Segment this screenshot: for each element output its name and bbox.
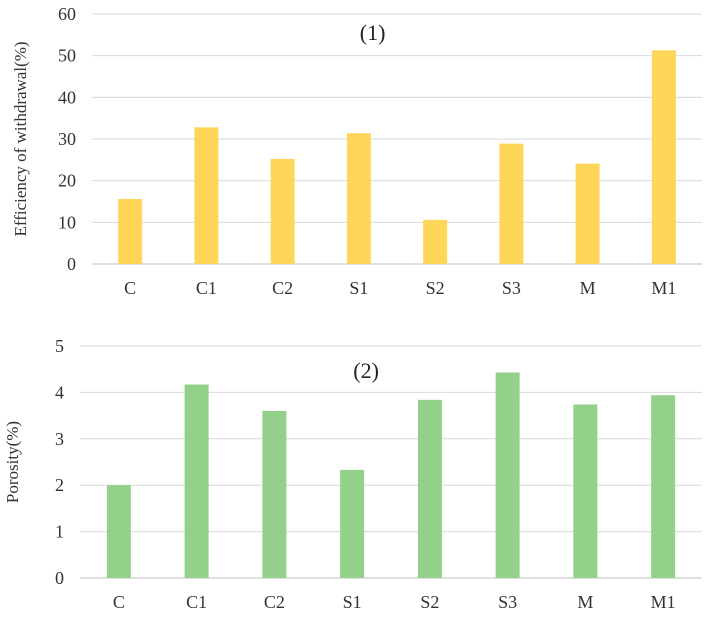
x-tick-label: C (124, 278, 136, 298)
x-tick-label: M1 (651, 592, 676, 612)
bar (575, 163, 600, 264)
bar (340, 469, 365, 578)
bar (499, 143, 524, 264)
x-tick-label: C2 (264, 592, 285, 612)
bar (118, 199, 143, 264)
x-tick-label: S3 (502, 278, 521, 298)
bar (651, 395, 676, 578)
y-tick-label: 10 (58, 212, 76, 232)
y-tick-label: 3 (55, 429, 64, 449)
x-tick-label: M (580, 278, 596, 298)
y-tick-label: 2 (55, 475, 64, 495)
bar (417, 399, 442, 578)
bar (184, 384, 209, 578)
y-tick-label: 30 (58, 129, 76, 149)
chart-title: (1) (360, 20, 386, 45)
y-tick-label: 50 (58, 46, 76, 66)
bar (651, 50, 676, 264)
chart-panel-2: 0 1 2 3 4 5 C C1 C2 S1 S2 S3 M M1 (2) Porosity(%) (3, 336, 702, 612)
y-tick-label: 0 (55, 568, 64, 588)
bar (194, 127, 219, 264)
x-tick-label: C2 (272, 278, 293, 298)
y-axis-label: Porosity(%) (3, 421, 22, 503)
bar (346, 133, 371, 264)
chart-panel-1: 0 10 20 30 40 50 60 C C1 C2 S1 S2 S3 M M1 (1) Efficiency… (11, 4, 702, 298)
x-tick-label: S1 (343, 592, 362, 612)
bar (495, 372, 520, 578)
x-tick-label: C1 (196, 278, 217, 298)
bar (106, 485, 131, 578)
bar (573, 404, 598, 578)
y-tick-label: 0 (67, 254, 76, 274)
y-tick-label: 4 (55, 382, 64, 402)
x-tick-label: C (113, 592, 125, 612)
x-tick-label: S3 (498, 592, 517, 612)
y-tick-label: 20 (58, 171, 76, 191)
x-tick-label: S2 (420, 592, 439, 612)
bar (270, 159, 295, 264)
x-tick-label: M (577, 592, 593, 612)
x-tick-label: S2 (426, 278, 445, 298)
bar (423, 219, 448, 264)
y-tick-label: 40 (58, 87, 76, 107)
x-tick-label: C1 (186, 592, 207, 612)
chart-title: (2) (353, 358, 379, 383)
y-tick-label: 1 (55, 522, 64, 542)
y-axis-label: Efficiency of withdrawal(%) (11, 41, 30, 236)
y-tick-label: 5 (55, 336, 64, 356)
x-tick-label: M1 (651, 278, 676, 298)
y-tick-label: 60 (58, 4, 76, 24)
bar (262, 410, 287, 578)
x-tick-label: S1 (349, 278, 368, 298)
